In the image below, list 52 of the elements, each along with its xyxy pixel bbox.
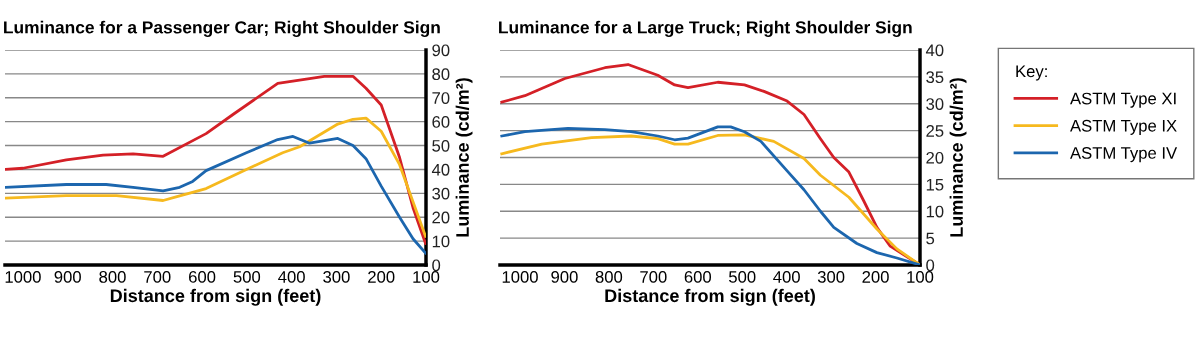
y-tick-label: 70 — [432, 92, 450, 104]
y-tick-label: 20 — [432, 211, 450, 224]
x-tick-label: 500 — [233, 271, 261, 283]
y-tick-label: 10 — [926, 205, 944, 218]
y-tick-label: 35 — [926, 71, 944, 84]
y-tick-label: 80 — [432, 68, 450, 81]
chart-title: Luminance for a Large Truck; Right Shoulder Sign — [499, 20, 912, 38]
x-tick-label: 800 — [99, 271, 126, 283]
y-tick-label: 60 — [432, 116, 450, 128]
y-tick-label: 50 — [432, 139, 450, 152]
legend-label: ASTM Type XI — [1070, 92, 1176, 108]
x-tick-label: 400 — [773, 271, 800, 283]
x-tick-label: 100 — [907, 271, 934, 283]
y-tick-label: 30 — [926, 98, 944, 110]
x-tick-label: 1000 — [502, 271, 538, 283]
y-axis-title: Luminance (cd/m²) — [455, 78, 473, 237]
x-tick-label: 700 — [640, 271, 667, 283]
legend-label: ASTM Type IX — [1070, 119, 1177, 135]
y-tick-label: 30 — [432, 187, 450, 200]
y-tick-label: 20 — [926, 151, 944, 164]
x-tick-label: 600 — [189, 271, 216, 283]
x-tick-label: 700 — [144, 271, 171, 283]
chart-title: Luminance for a Passenger Car; Right Shoulder Sign — [4, 20, 440, 38]
line-series — [5, 135, 426, 255]
y-tick-label: 0 — [432, 259, 441, 272]
x-tick-label: 900 — [551, 271, 578, 283]
x-tick-label: 300 — [323, 271, 350, 283]
y-tick-label: 90 — [432, 44, 450, 57]
x-tick-label: 1000 — [5, 271, 41, 283]
y-tick-label: 25 — [926, 125, 944, 137]
x-tick-label: 300 — [817, 271, 845, 283]
legend-title: Key: — [1016, 65, 1047, 81]
y-axis-title: Luminance (cd/m²) — [949, 78, 967, 237]
line-series — [5, 74, 426, 245]
x-tick-label: 600 — [684, 271, 712, 283]
x-tick-label: 900 — [54, 271, 81, 283]
x-tick-label: 400 — [278, 271, 305, 283]
y-tick-label: 40 — [431, 163, 450, 176]
y-tick-label: 5 — [926, 232, 935, 245]
x-tick-label: 500 — [728, 271, 756, 283]
y-tick-label: 40 — [925, 44, 944, 57]
x-tick-label: 200 — [862, 271, 889, 283]
x-axis-title: Distance from sign (feet) — [110, 288, 321, 306]
y-tick-label: 15 — [926, 178, 944, 191]
x-tick-label: 200 — [368, 271, 395, 283]
x-tick-label: 800 — [595, 271, 623, 283]
x-tick-label: 100 — [413, 271, 440, 283]
legend-label: ASTM Type IV — [1070, 147, 1178, 163]
line-series — [5, 116, 426, 238]
y-tick-label: 0 — [926, 259, 935, 272]
x-axis-title: Distance from sign (feet) — [605, 288, 815, 306]
y-tick-label: 10 — [432, 235, 450, 248]
